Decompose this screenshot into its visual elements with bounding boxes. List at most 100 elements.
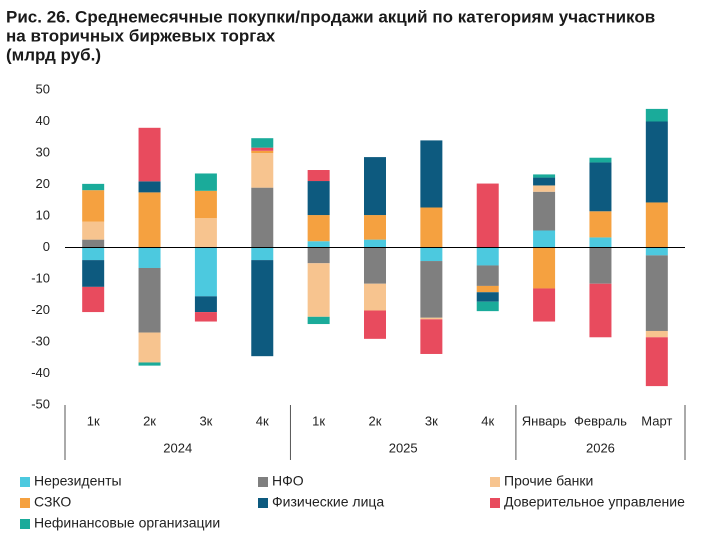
x-tick-label: 3к [425, 413, 438, 428]
y-tick-label: -50 [31, 396, 50, 411]
bar-segment [589, 157, 612, 163]
bar-segment [533, 174, 556, 178]
bar-segment [476, 301, 499, 312]
bar-segment [476, 285, 499, 293]
chart-title: (млрд руб.) [6, 45, 101, 64]
legend-swatch [20, 498, 30, 508]
bar-segment [420, 319, 443, 354]
bar-segment [194, 312, 217, 322]
x-tick-label: 4к [256, 413, 269, 428]
bar-segment [138, 267, 161, 333]
y-tick-label: 30 [36, 144, 50, 159]
bar-segment [82, 190, 105, 222]
bar-segment [82, 260, 105, 287]
bar-segment [251, 138, 274, 148]
bar-segment [194, 173, 217, 191]
bar-segment [645, 337, 668, 387]
bar-segment [589, 283, 612, 338]
legend-swatch [490, 477, 500, 487]
y-tick-label: 10 [36, 207, 50, 222]
bar-segment [82, 183, 105, 191]
x-tick-label: Январь [522, 413, 567, 428]
legend-swatch [20, 519, 30, 529]
bar-segment [251, 147, 274, 151]
bar-segment [533, 177, 556, 186]
legend-text: НФО [272, 473, 304, 489]
bar-segment [364, 239, 386, 248]
bar-segment [307, 181, 330, 216]
y-tick-label: 50 [36, 81, 50, 96]
legend-swatch [258, 477, 268, 487]
bar-segment [645, 121, 668, 203]
bar-segment [82, 247, 105, 261]
bar-segment [82, 239, 105, 248]
legend-text: Прочие банки [504, 473, 593, 489]
bar-segment [138, 127, 161, 182]
bar-segment [307, 241, 330, 248]
bar-segment [364, 247, 386, 284]
bar-segment [589, 162, 612, 212]
bar-segment [645, 202, 668, 248]
legend-swatch [20, 477, 30, 487]
bar-segment [138, 192, 161, 248]
legend-text: Нерезиденты [34, 473, 122, 489]
bar-segment [589, 247, 612, 284]
bar-segment [420, 247, 443, 262]
y-tick-label: 20 [36, 176, 50, 191]
y-tick-label: 40 [36, 113, 50, 128]
legend-text: СЗКО [34, 494, 71, 510]
bar-segment [194, 247, 217, 297]
bar-segment [251, 247, 274, 261]
bar-segment [645, 108, 668, 122]
bar-segment [194, 218, 217, 248]
bar-segment [420, 261, 443, 318]
bar-segment [589, 211, 612, 238]
x-tick-label: 2к [369, 413, 382, 428]
bar-segment [251, 150, 274, 153]
bar-segment [533, 185, 556, 192]
x-tick-label: Март [641, 413, 672, 428]
bar-segment [251, 153, 274, 188]
bar-segment [476, 265, 499, 286]
bar-segment [307, 316, 330, 325]
y-tick-label: -20 [31, 302, 50, 317]
bar-segment [645, 247, 668, 256]
bar-segment [420, 317, 443, 320]
chart-title: на вторичных биржевых торгах [6, 26, 276, 45]
legend-text: Доверительное управление [504, 494, 685, 510]
x-tick-label: Февраль [574, 413, 627, 428]
legend-swatch [258, 498, 268, 508]
group-label: 2026 [586, 440, 615, 455]
bar-segment [645, 330, 668, 338]
y-tick-label: 0 [43, 239, 50, 254]
bar-segment [307, 263, 330, 317]
bar-segment [138, 362, 161, 366]
group-label: 2024 [163, 440, 192, 455]
bar-segment [138, 332, 161, 363]
bar-segment [476, 292, 499, 302]
bar-segment [364, 310, 386, 339]
bar-segment [533, 230, 556, 248]
bar-segment [138, 247, 161, 268]
bar-segment [589, 237, 612, 248]
bar-segment [645, 255, 668, 331]
chart-title: Рис. 26. Среднемесячные покупки/продажи … [6, 7, 655, 26]
bar-segment [251, 187, 274, 248]
legend-text: Физические лица [272, 494, 384, 510]
bar-segment [307, 215, 330, 242]
bar-segment [420, 207, 443, 248]
bar-segment [533, 247, 556, 289]
bar-segment [364, 215, 386, 240]
bar-segment [533, 191, 556, 231]
bar-segment [82, 221, 105, 240]
y-tick-label: -40 [31, 365, 50, 380]
x-tick-label: 2к [143, 413, 156, 428]
bar-segment [364, 157, 386, 216]
x-tick-label: 3к [199, 413, 212, 428]
bar-segment [364, 283, 386, 311]
bar-segment [420, 140, 443, 208]
legend-text: Нефинансовые организации [34, 515, 220, 531]
bar-segment [533, 288, 556, 322]
